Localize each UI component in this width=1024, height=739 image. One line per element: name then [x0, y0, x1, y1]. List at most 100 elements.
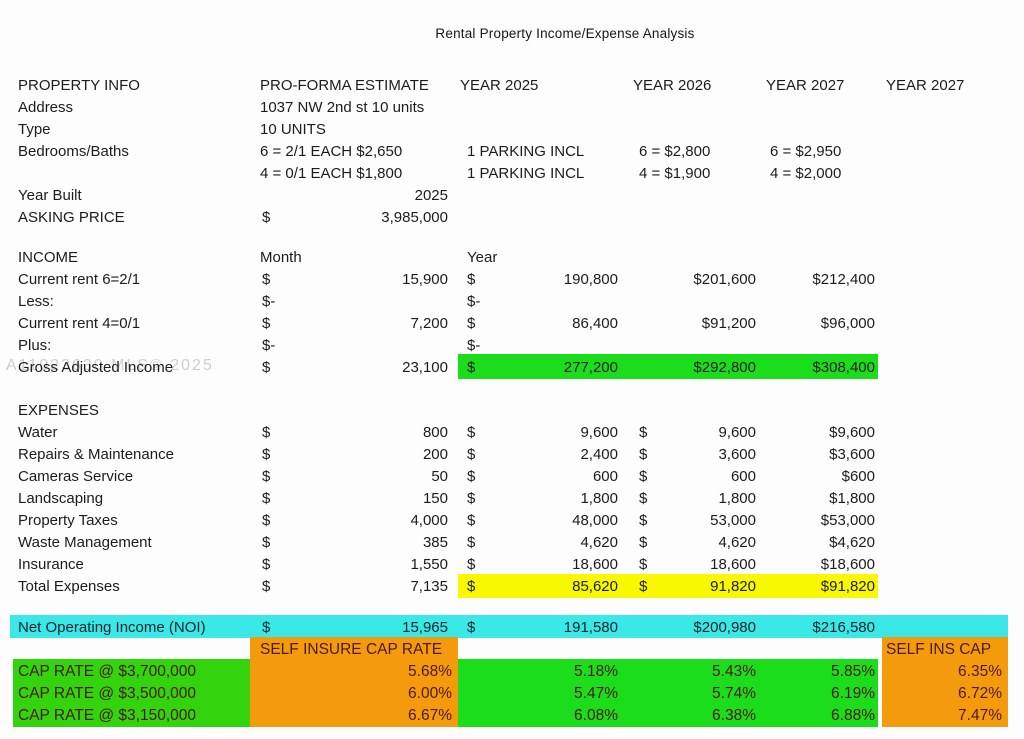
noi-section: Net Operating Income (NOI) $15,965 $191,58… [0, 617, 1024, 639]
year-2025-value: 277,200 [563, 359, 618, 376]
header-year-2026: YEAR 2026 [633, 77, 712, 94]
currency-sign: $ [639, 556, 648, 573]
water-row: Water $800 $9,600 $9,600 $9,600 [0, 422, 1024, 444]
year-2025-value: 9,600 [580, 424, 618, 441]
row-label: Bedrooms/Baths [18, 143, 129, 160]
year-2026-value: $201,600 [693, 271, 756, 288]
self-insure-cap-value: 6.00% [408, 685, 452, 702]
row-label: Net Operating Income (NOI) [18, 619, 206, 636]
year-2027-value: $18,600 [820, 556, 875, 573]
row-label: Insurance [18, 556, 84, 573]
year-2026-value: $91,200 [701, 315, 756, 332]
currency-sign: $ [639, 490, 648, 507]
year-2025-cap: 5.18% [574, 663, 618, 680]
currency-sign: $ [467, 512, 476, 529]
section-title: INCOME [18, 249, 78, 266]
month-value: 23,100 [402, 359, 448, 376]
year-2026-value: 1,800 [718, 490, 756, 507]
total-expenses-row: Total Expenses $7,135 $85,620 $91,820 $91,82… [0, 576, 1024, 598]
month-value: 1,550 [410, 556, 448, 573]
year-2027-value: $1,800 [829, 490, 875, 507]
currency-sign: $ [262, 424, 271, 441]
type-value: 10 UNITS [260, 121, 326, 138]
currency-sign: $ [262, 534, 271, 551]
currency-sign: $ [467, 619, 476, 636]
self-ins-cap-value: 7.47% [958, 707, 1002, 724]
year-2025-value: 600 [592, 468, 618, 485]
month-value: 200 [422, 446, 448, 463]
month-value: 4,000 [410, 512, 448, 529]
cap-rate-header-row: SELF INSURE CAP RATE SELF INS CAP [0, 639, 1024, 661]
month-value: 7,200 [410, 315, 448, 332]
year-2025-cap: 6.08% [574, 707, 618, 724]
header-property-info: PROPERTY INFO [18, 77, 140, 94]
header-year-2027: YEAR 2027 [766, 77, 845, 94]
cap-rate-section: SELF INSURE CAP RATE SELF INS CAP CAP RATE… [0, 639, 1024, 727]
property-info-section: Address 1037 NW 2nd st 10 units Type 10 UNI… [0, 97, 1024, 229]
self-ins-cap-header: SELF INS CAP [886, 641, 992, 658]
currency-sign: $ [467, 271, 476, 288]
units-4-rent: 4 = 0/1 EACH $1,800 [260, 165, 403, 182]
type-row: Type 10 UNITS [0, 119, 1024, 141]
row-label: Plus: [18, 337, 52, 354]
currency-sign: $ [262, 271, 271, 288]
currency-sign: $ [467, 315, 476, 332]
year-built-value: 2025 [414, 187, 448, 204]
currency-sign: $ [467, 556, 476, 573]
row-label: Less: [18, 293, 54, 310]
year-2027-value: $600 [841, 468, 875, 485]
units-6-rent-2027: 6 = $2,950 [770, 143, 842, 160]
currency-sign: $ [262, 315, 271, 332]
year-2025-value: $- [467, 293, 481, 310]
page-title: Rental Property Income/Expense Analysis [435, 26, 695, 41]
cameras-row: Cameras Service $50 $600 $600 $600 [0, 466, 1024, 488]
repairs-row: Repairs & Maintenance $200 $2,400 $3,600 $3,… [0, 444, 1024, 466]
month-value: $- [262, 337, 276, 354]
currency-sign: $ [467, 490, 476, 507]
year-2026-value: 4,620 [718, 534, 756, 551]
self-insure-cap-rate-header: SELF INSURE CAP RATE [260, 641, 443, 658]
cap-rate-3500000-row: CAP RATE @ $3,500,000 6.00% 5.47% 5.74% 6.19… [0, 683, 1024, 705]
asking-price-row: ASKING PRICE $3,985,000 [0, 207, 1024, 229]
cap-rate-3700000-row: CAP RATE @ $3,700,000 5.68% 5.18% 5.43% 5.85… [0, 661, 1024, 683]
year-2025-value: 85,620 [572, 578, 618, 595]
current-rent-6-row: Current rent 6=2/1 $15,900 $190,800 $201,60… [0, 269, 1024, 291]
year-2027-value: $212,400 [812, 271, 875, 288]
asking-price-value: 3,985,000 [381, 209, 448, 226]
row-label: Current rent 4=0/1 [18, 315, 141, 332]
year-2026-value: 9,600 [718, 424, 756, 441]
year-2027-value: $96,000 [820, 315, 875, 332]
header-year-2025: YEAR 2025 [460, 77, 539, 94]
table-header-section: PROPERTY INFO PRO-FORMA ESTIMATE YEAR 2025… [0, 75, 1024, 97]
row-label: CAP RATE @ $3,500,000 [18, 685, 197, 702]
row-label: Total Expenses [18, 578, 120, 595]
currency-sign: $ [262, 556, 271, 573]
year-2026-cap: 6.38% [712, 707, 756, 724]
header-proforma-estimate: PRO-FORMA ESTIMATE [260, 77, 429, 94]
year-2026-value: 3,600 [718, 446, 756, 463]
units-6-rent-2026: 6 = $2,800 [639, 143, 711, 160]
plus-row: Plus: $- $- [0, 335, 1024, 357]
year-2027-value: $91,820 [820, 578, 875, 595]
units-4-rent-2026: 4 = $1,900 [639, 165, 711, 182]
year-2027-value: $216,580 [812, 619, 875, 636]
month-value: 385 [422, 534, 448, 551]
mls-watermark: A11023630 MLS© 2025 [6, 357, 214, 374]
column-header-row: PROPERTY INFO PRO-FORMA ESTIMATE YEAR 2025… [0, 75, 1024, 97]
year-2026-value: $200,980 [693, 619, 756, 636]
header-year-2027-self-ins: YEAR 2027 [886, 77, 965, 94]
currency-sign: $ [467, 578, 476, 595]
units-6-rent: 6 = 2/1 EACH $2,650 [260, 143, 403, 160]
year-2025-value: 191,580 [563, 619, 618, 636]
year-2025-value: 1,800 [580, 490, 618, 507]
bedrooms-baths-row-2: 4 = 0/1 EACH $1,800 1 PARKING INCL 4 = $1,… [0, 163, 1024, 185]
row-label: Cameras Service [18, 468, 134, 485]
currency-sign: $ [467, 359, 476, 376]
year-2027-value: $53,000 [820, 512, 875, 529]
self-ins-cap-block [882, 637, 1008, 727]
year-2025-value: 190,800 [563, 271, 618, 288]
currency-sign: $ [467, 446, 476, 463]
row-label: Landscaping [18, 490, 104, 507]
currency-sign: $ [262, 209, 271, 226]
income-section: INCOME Month Year Current rent 6=2/1 $15,900… [0, 247, 1024, 379]
